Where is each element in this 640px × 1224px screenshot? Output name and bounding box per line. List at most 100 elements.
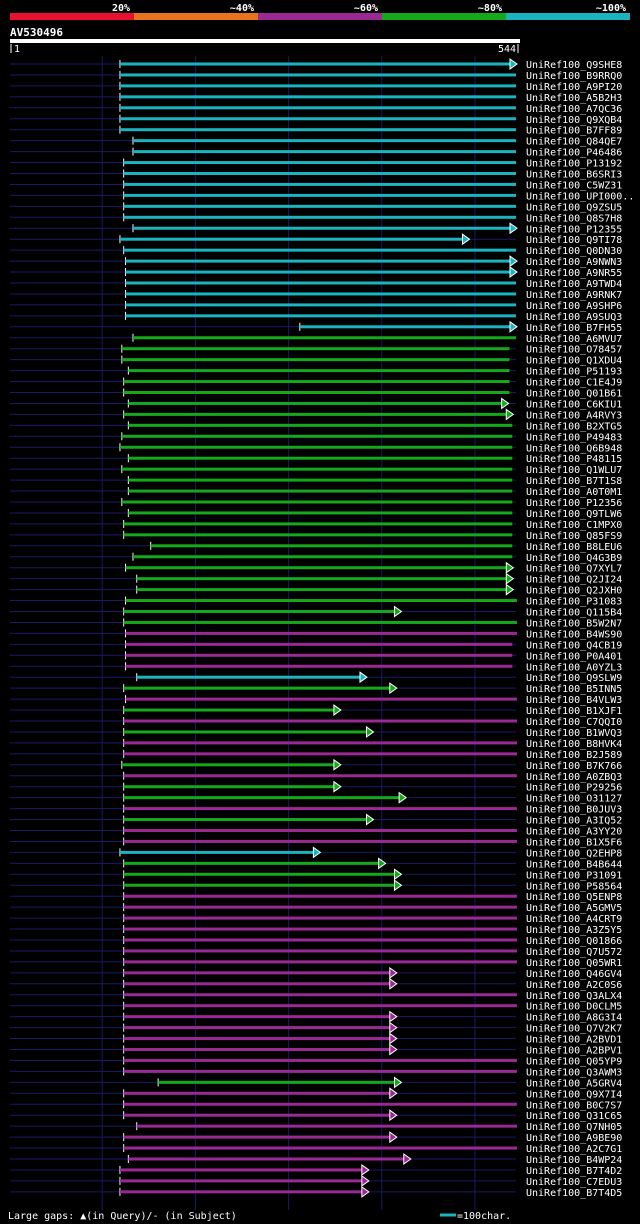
- hit-label: UniRef100_A9SHP6: [526, 301, 622, 312]
- hit-bar: [123, 1135, 391, 1139]
- hit-arrow: [393, 879, 403, 892]
- hit-label: UniRef100_A5B2H3: [526, 93, 622, 104]
- hit-bar: [133, 139, 516, 143]
- hit-bar: [123, 719, 517, 723]
- hit-arrow: [389, 966, 398, 979]
- hit-label: UniRef100_B1X5F6: [526, 837, 622, 848]
- hit-label: UniRef100_Q9X7I4: [526, 1089, 622, 1100]
- hit-label: UniRef100_P12356: [526, 498, 622, 509]
- hit-bar: [133, 555, 513, 559]
- hit-bar: [123, 971, 391, 975]
- hit-arrow: [389, 1109, 398, 1122]
- hit-bar: [123, 610, 396, 613]
- axis-end-label: 544: [498, 44, 516, 55]
- hit-label: UniRef100_O78457: [526, 345, 622, 356]
- hit-bar: [119, 95, 517, 99]
- hit-bar: [299, 325, 511, 329]
- hit-label: UniRef100_B7T4D5: [526, 1188, 622, 1199]
- hit-bar: [123, 949, 517, 953]
- hit-label: UniRef100_A3YY20: [526, 827, 622, 838]
- hit-label: UniRef100_Q7NH05: [526, 1122, 622, 1133]
- hit-arrow: [361, 1174, 370, 1187]
- hit-arrow: [393, 1076, 403, 1089]
- hit-bar: [125, 292, 516, 296]
- hit-arrow: [509, 58, 518, 70]
- hit-label: UniRef100_P58564: [526, 881, 622, 892]
- legend-label-2: ~40%: [230, 3, 254, 14]
- hit-bar: [123, 620, 517, 624]
- hit-label: UniRef100_Q9SHE8: [526, 60, 622, 71]
- hit-bar: [125, 599, 517, 603]
- hit-bar: [123, 839, 517, 843]
- hit-bar: [133, 226, 511, 230]
- hit-arrow: [389, 977, 398, 990]
- hit-label: UniRef100_B5W2N7: [526, 618, 622, 629]
- hit-bar: [158, 1080, 396, 1084]
- hit-bar: [125, 259, 511, 263]
- hit-label: UniRef100_Q46GV4: [526, 969, 622, 980]
- hit-rows: UniRef100_Q9SHE8UniRef100_B9RRQ0UniRef10…: [10, 58, 634, 1199]
- hit-label: UniRef100_P31083: [526, 597, 622, 608]
- hit-bar: [133, 150, 516, 154]
- hit-bar: [125, 664, 513, 668]
- hit-label: UniRef100_A2BPV1: [526, 1046, 622, 1057]
- hit-label: UniRef100_Q05WR1: [526, 958, 622, 969]
- hit-bar: [119, 73, 517, 77]
- hit-label: UniRef100_Q9XQB4: [526, 115, 622, 126]
- hit-bar: [125, 270, 511, 274]
- hit-label: UniRef100_Q05YP9: [526, 1056, 622, 1067]
- hit-bar: [128, 478, 513, 482]
- hit-bar: [123, 1037, 391, 1041]
- hit-label: UniRef100_Q1XDU4: [526, 356, 622, 367]
- legend-swatch-1: [10, 13, 134, 20]
- hit-bar: [123, 741, 517, 745]
- hit-bar: [123, 1015, 391, 1019]
- hit-bar: [121, 358, 510, 362]
- legend-swatch-4: [382, 13, 506, 20]
- hit-label: UniRef100_A3Z5Y5: [526, 925, 622, 936]
- hit-label: UniRef100_Q84QE7: [526, 137, 622, 148]
- hit-label: UniRef100_B4VLW3: [526, 695, 622, 706]
- hit-label: UniRef100_A5GMV5: [526, 903, 622, 914]
- hit-bar: [133, 336, 516, 340]
- hit-bar: [121, 347, 510, 351]
- hit-label: UniRef100_B0JUV3: [526, 805, 622, 816]
- hit-label: UniRef100_Q4CB19: [526, 640, 622, 651]
- hit-bar: [123, 522, 513, 526]
- hit-label: UniRef100_Q7XYL7: [526, 564, 622, 575]
- hit-arrow: [389, 1131, 398, 1144]
- hit-arrow: [389, 1043, 398, 1056]
- hit-bar: [123, 193, 517, 197]
- hit-label: UniRef100_Q0DN30: [526, 246, 622, 257]
- hit-label: UniRef100_B8HVK4: [526, 739, 622, 750]
- hit-label: UniRef100_A6MVU7: [526, 334, 622, 345]
- hit-bar: [119, 1168, 363, 1172]
- hit-label: UniRef100_Q3AWM3: [526, 1067, 622, 1078]
- hit-arrow: [403, 1153, 412, 1165]
- hit-label: UniRef100_B7T1S8: [526, 476, 622, 487]
- hit-bar: [125, 631, 517, 635]
- hit-arrow: [389, 1010, 398, 1023]
- hit-bar: [123, 938, 517, 942]
- hit-label: UniRef100_B4WS90: [526, 629, 622, 640]
- identity-legend: 20% ~40% ~60% ~80% ~100%: [10, 3, 630, 20]
- hit-label: UniRef100_Q9TLW6: [526, 509, 622, 520]
- hit-bar: [125, 314, 516, 318]
- hit-bar: [123, 796, 401, 800]
- hit-bar: [123, 248, 517, 252]
- hit-label: UniRef100_UPI000..: [526, 191, 634, 202]
- hit-bar: [123, 785, 335, 789]
- hit-bar: [136, 577, 508, 581]
- hit-bar: [121, 500, 513, 504]
- hit-bar: [119, 106, 517, 110]
- hit-label: UniRef100_P13192: [526, 159, 622, 170]
- hit-bar: [123, 829, 517, 832]
- hit-bar: [123, 916, 517, 920]
- hit-bar: [123, 993, 517, 997]
- hit-label: UniRef100_P48115: [526, 454, 622, 465]
- hit-bar: [123, 1058, 517, 1062]
- hit-bar: [121, 467, 513, 471]
- hit-arrow: [389, 1021, 398, 1034]
- hit-bar: [150, 544, 513, 548]
